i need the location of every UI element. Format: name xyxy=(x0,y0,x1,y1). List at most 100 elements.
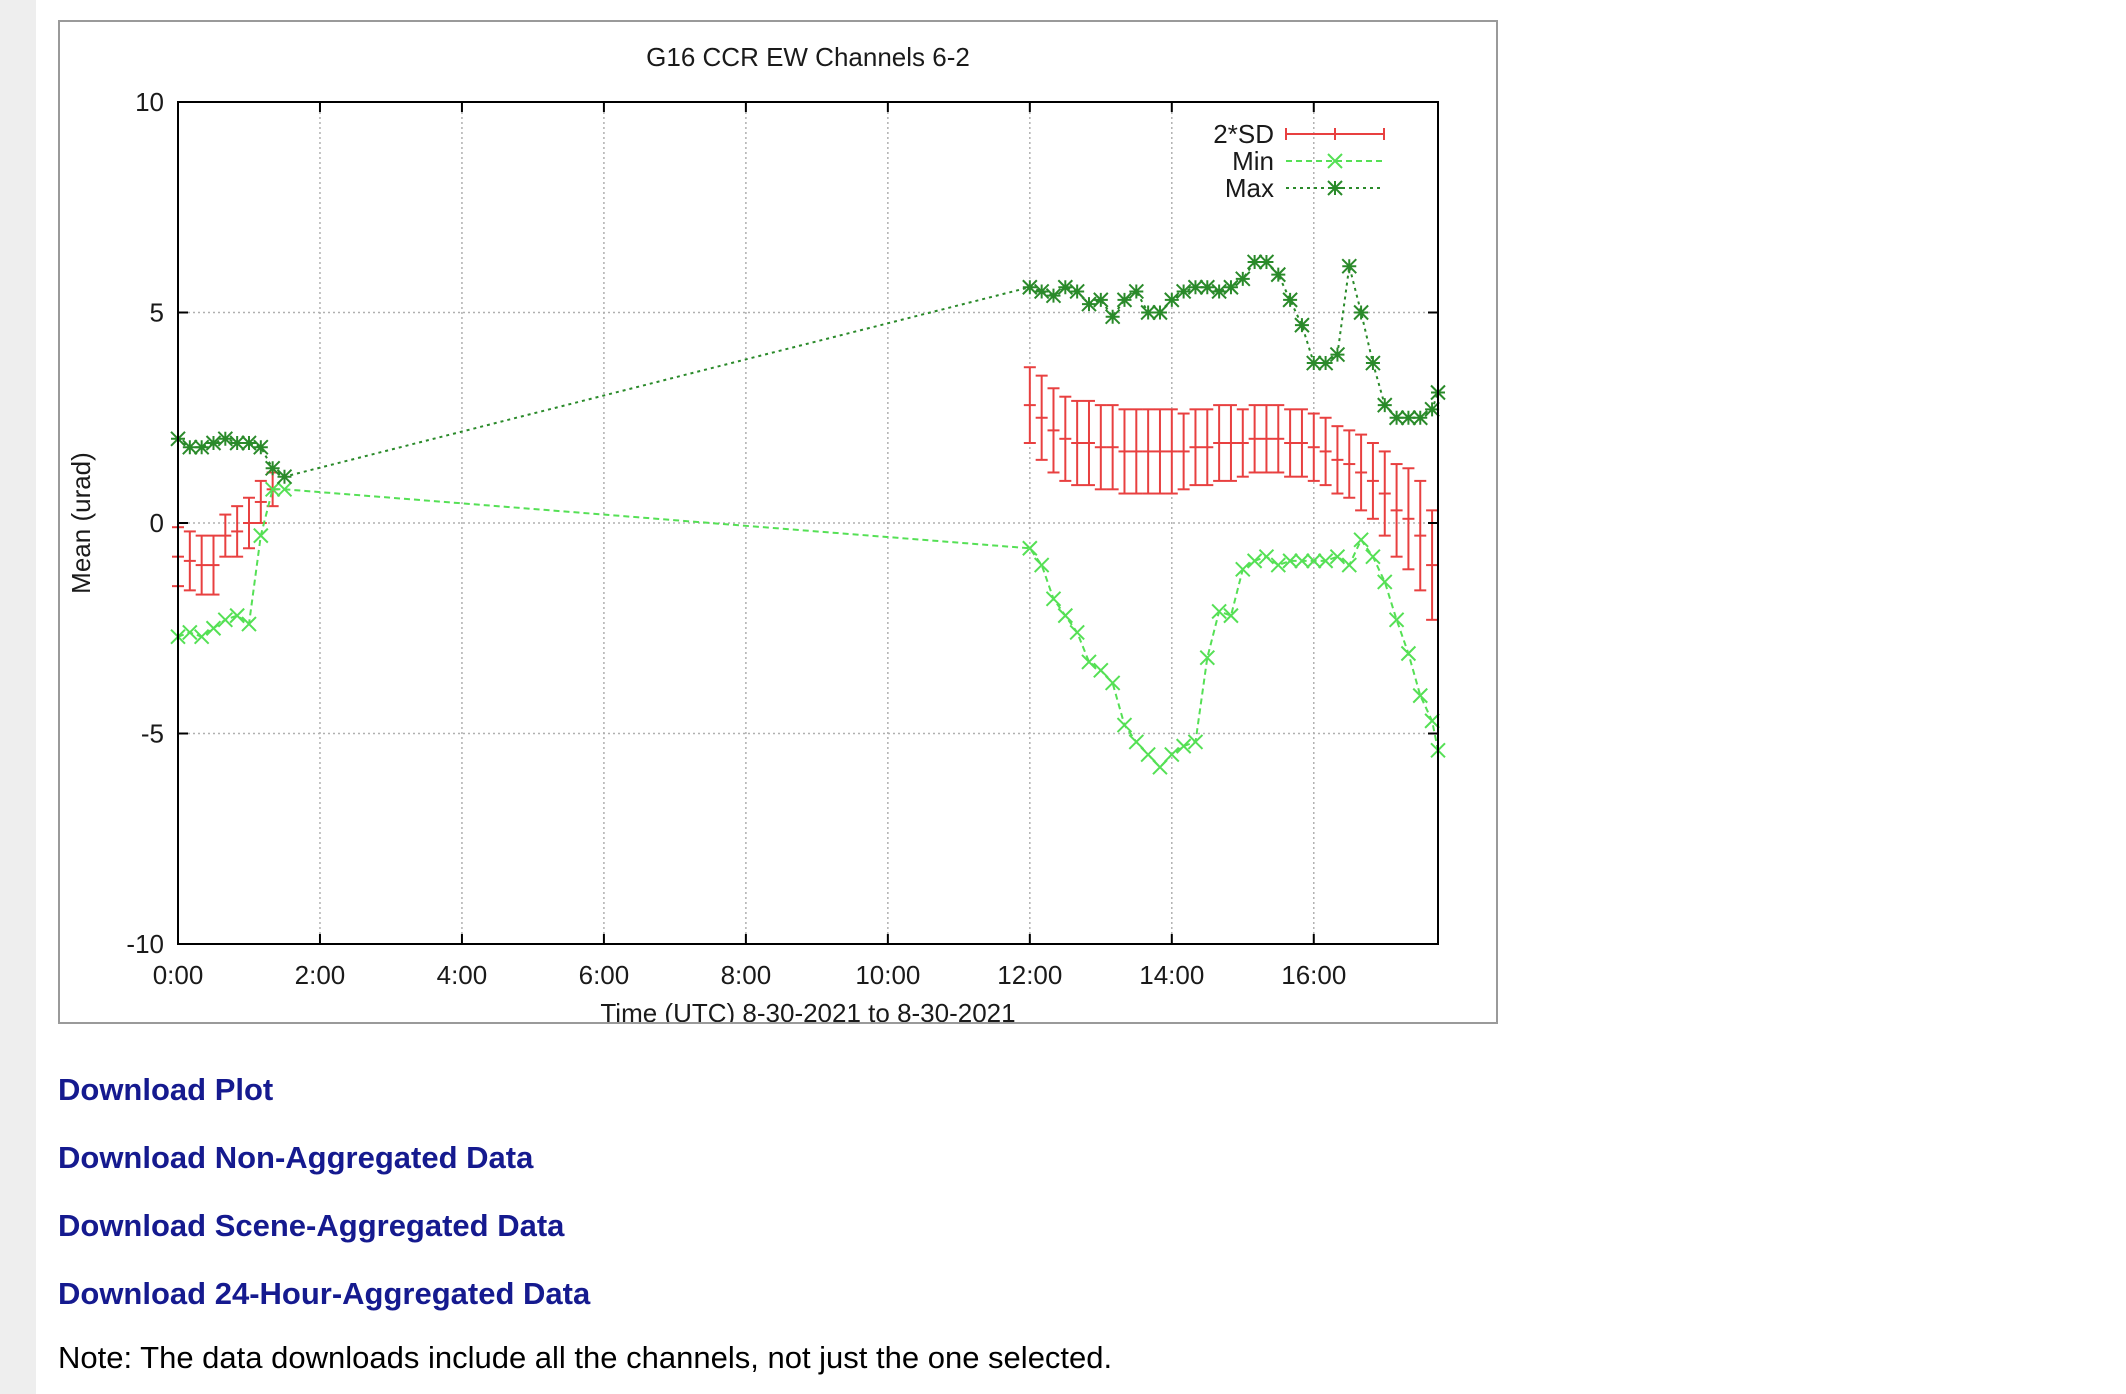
max-point xyxy=(1022,279,1038,295)
max-point xyxy=(1400,410,1417,426)
sd-errorbar xyxy=(1331,425,1344,495)
min-point xyxy=(264,481,281,498)
sd-errorbar xyxy=(1355,433,1368,512)
sd-errorbar xyxy=(231,505,244,558)
sd-errorbar xyxy=(1307,412,1320,482)
sd-errorbar xyxy=(1118,408,1131,495)
sd-errorbar xyxy=(1059,395,1072,482)
sd-errorbar xyxy=(1272,404,1285,474)
sd-errorbar xyxy=(1023,366,1036,445)
max-point xyxy=(1353,304,1369,321)
max-point xyxy=(1128,283,1145,300)
x-tick-label: 14:00 xyxy=(1139,960,1204,990)
x-tick-label: 6:00 xyxy=(579,960,630,990)
sd-errorbar xyxy=(1035,374,1048,461)
sd-errorbar xyxy=(1082,399,1095,487)
download-scene-aggregated-link[interactable]: Download Scene-Aggregated Data xyxy=(58,1208,565,1243)
sd-errorbar xyxy=(183,530,196,592)
min-point xyxy=(1175,738,1192,754)
note-text: Note: The data downloads include all the… xyxy=(58,1340,1113,1375)
max-point xyxy=(217,431,234,447)
max-point xyxy=(1140,304,1156,321)
min-point xyxy=(1353,532,1369,548)
sd-errorbar xyxy=(1390,463,1403,558)
ticks-layer: 0:00 2:00 4:00 6:00 8:00 10:00 12:00 14:00 16:00… xyxy=(126,87,1438,990)
max-point xyxy=(264,460,281,476)
max-point xyxy=(1152,304,1168,321)
x-tick-label: 10:00 xyxy=(855,960,920,990)
sd-errorbar xyxy=(1189,408,1202,487)
max-point xyxy=(1164,292,1180,308)
y-tick-label: 0 xyxy=(150,508,164,538)
min-point xyxy=(1306,553,1322,569)
min-point xyxy=(1057,607,1074,624)
min-point xyxy=(1282,553,1298,569)
sd-errorbar xyxy=(254,479,267,524)
x-tick-label: 2:00 xyxy=(295,960,346,990)
max-point xyxy=(1306,355,1322,371)
min-point xyxy=(1377,574,1393,590)
sd-errorbar xyxy=(1426,509,1439,621)
sd-errorbar xyxy=(219,513,232,558)
min-point xyxy=(1187,734,1204,750)
sd-errorbar xyxy=(1094,404,1107,491)
x-tick-label: 16:00 xyxy=(1281,960,1346,990)
max-point xyxy=(1033,283,1050,300)
sd-errorbar xyxy=(1130,408,1143,495)
download-plot-link[interactable]: Download Plot xyxy=(58,1072,274,1107)
min-series-line xyxy=(177,488,1439,769)
sd-errorbar xyxy=(1295,408,1308,478)
min-point xyxy=(1069,624,1085,641)
sd-errorbar xyxy=(1071,399,1084,487)
max-point xyxy=(1317,355,1334,371)
min-point xyxy=(1424,713,1440,729)
min-point xyxy=(1140,746,1156,763)
min-point xyxy=(1341,557,1357,573)
min-point xyxy=(217,612,234,628)
min-point xyxy=(1164,746,1180,763)
download-non-aggregated-link[interactable]: Download Non-Aggregated Data xyxy=(58,1140,534,1175)
min-point xyxy=(253,527,269,544)
max-point xyxy=(1175,283,1192,300)
sd-errorbar xyxy=(1106,404,1119,491)
x-tick-label: 12:00 xyxy=(997,960,1062,990)
legend-marker-max xyxy=(1327,180,1343,196)
y-tick-label: -10 xyxy=(126,929,164,959)
sd-errorbar xyxy=(1177,412,1190,491)
min-point xyxy=(1294,553,1310,569)
max-point xyxy=(1199,279,1216,295)
max-point xyxy=(1223,279,1239,295)
download-24hour-aggregated-link[interactable]: Download 24-Hour-Aggregated Data xyxy=(58,1276,591,1311)
grid xyxy=(178,102,1438,944)
min-point xyxy=(1270,557,1286,573)
min-point xyxy=(1045,591,1062,607)
min-point xyxy=(1388,612,1405,628)
chart-svg: 0:00 2:00 4:00 6:00 8:00 10:00 12:00 14:00 16:00… xyxy=(66,42,1446,1022)
min-point xyxy=(1081,654,1097,670)
sd-errorbar xyxy=(1260,404,1273,474)
y-axis-label: Mean (urad) xyxy=(66,452,96,594)
max-point xyxy=(1211,283,1227,300)
sd-errorbar xyxy=(1343,429,1356,499)
sd-errorbar xyxy=(1165,408,1178,495)
sd-errorbar xyxy=(1414,479,1427,592)
legend-label: Min xyxy=(1232,146,1274,176)
min-point xyxy=(1116,717,1133,733)
sd-errorbar xyxy=(1201,408,1214,487)
min-point xyxy=(1235,561,1251,578)
sd-errorbar xyxy=(1402,467,1415,571)
min-point xyxy=(1223,607,1239,624)
max-point xyxy=(1341,258,1357,274)
max-point xyxy=(193,439,210,455)
min-point xyxy=(1093,662,1109,679)
sd-errorbar xyxy=(1284,408,1297,478)
max-point xyxy=(241,435,257,451)
x-tick-label: 0:00 xyxy=(153,960,204,990)
sd-errorbar xyxy=(1236,408,1249,478)
min-point xyxy=(1258,548,1275,565)
max-point xyxy=(1246,254,1263,270)
max-point xyxy=(1069,283,1085,300)
max-point xyxy=(1104,309,1121,325)
max-point xyxy=(205,435,222,451)
